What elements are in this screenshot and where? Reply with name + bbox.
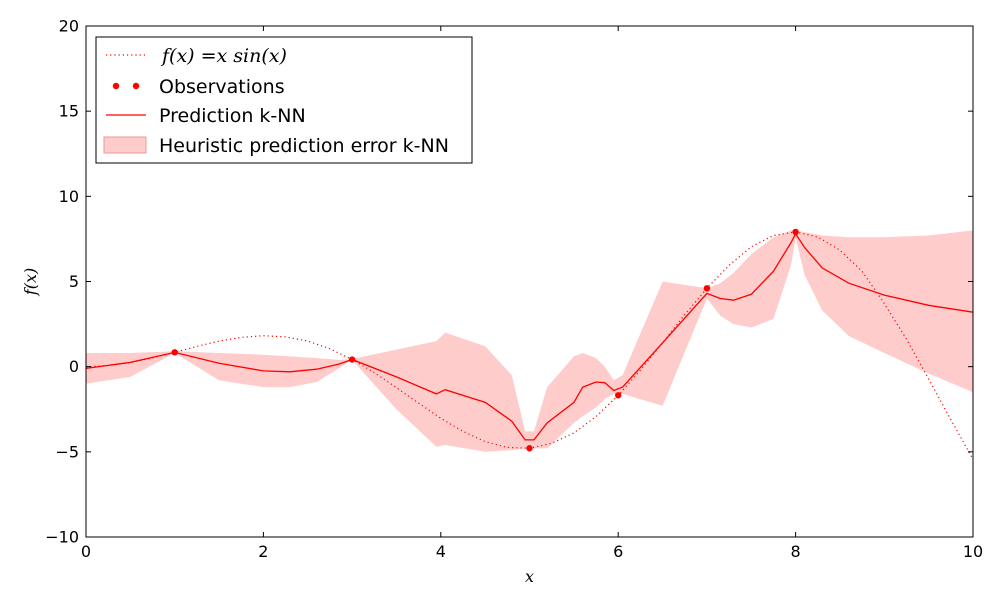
- observation-point: [792, 228, 799, 236]
- y-tick-label: −5: [55, 442, 79, 461]
- legend-box: [95, 36, 473, 164]
- legend-label: Observations: [159, 76, 285, 98]
- plot-area: [86, 228, 973, 460]
- legend-patch-swatch: [103, 136, 147, 154]
- y-tick-label: 10: [59, 187, 79, 206]
- y-tick-label: −10: [45, 528, 79, 547]
- x-tick-label: 6: [613, 542, 623, 561]
- y-axis-label: f(x): [21, 268, 40, 296]
- x-axis-label: x: [525, 567, 534, 586]
- legend-label: Prediction k-NN: [159, 105, 306, 127]
- legend-label: f(x) =x sin(x): [160, 45, 287, 67]
- axis-ticks: 0 2 4 6 8 10 −10 −5 0 5 10 15 20: [45, 17, 983, 562]
- x-tick-label: 2: [258, 542, 268, 561]
- legend-marker-swatch: [112, 82, 120, 90]
- observation-point: [703, 285, 711, 292]
- y-tick-label: 15: [59, 102, 79, 121]
- legend-label: Heuristic prediction error k-NN: [159, 135, 449, 157]
- x-tick-label: 10: [963, 542, 983, 561]
- legend: f(x) =x sin(x) Observations Prediction k-N…: [95, 36, 473, 164]
- x-tick-label: 4: [436, 542, 446, 561]
- y-tick-label: 0: [69, 357, 79, 376]
- x-tick-label: 0: [81, 542, 91, 561]
- x-tick-label: 8: [791, 542, 801, 561]
- observation-point: [615, 392, 622, 399]
- legend-marker-swatch: [132, 82, 140, 90]
- y-tick-label: 20: [59, 17, 79, 36]
- error-band: [86, 230, 973, 452]
- observation-point: [526, 445, 533, 452]
- prediction-line: [86, 232, 973, 441]
- y-tick-label: 5: [69, 272, 79, 291]
